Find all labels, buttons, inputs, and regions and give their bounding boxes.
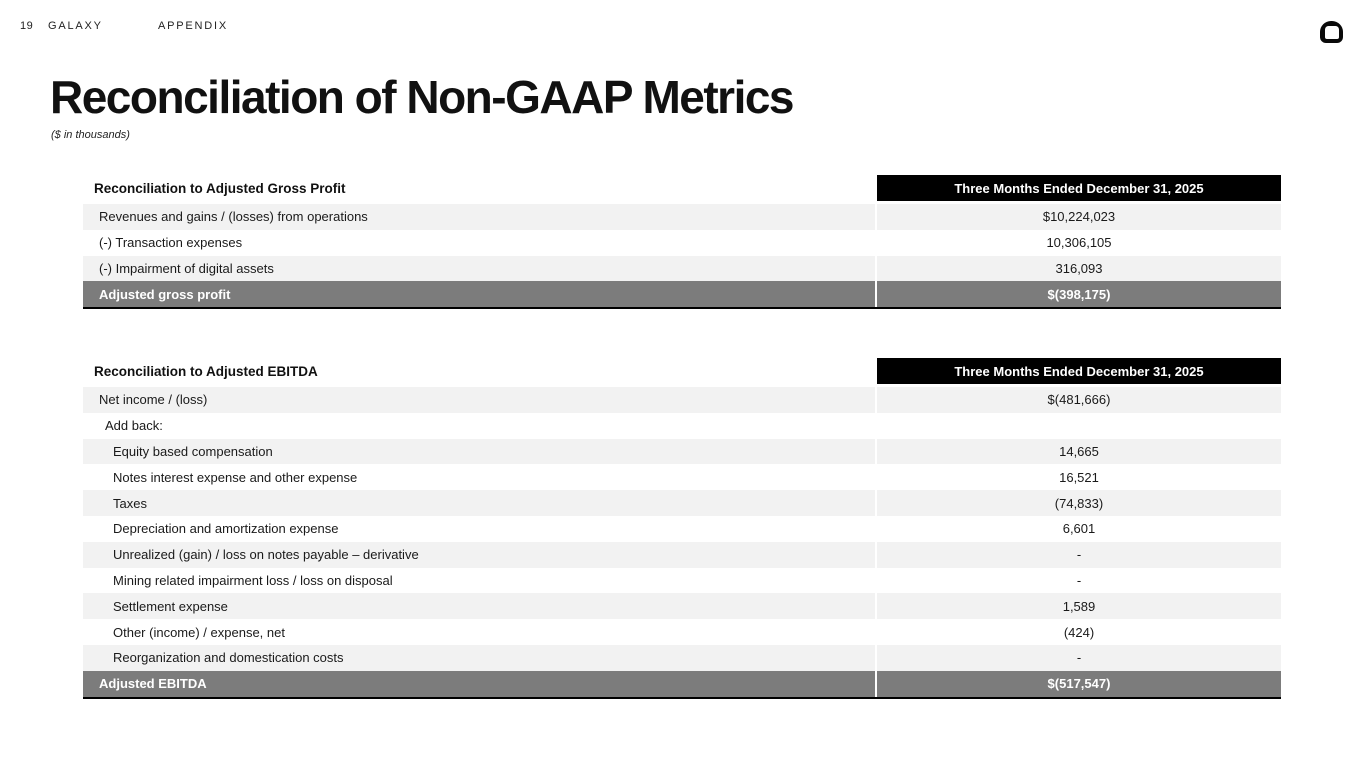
column-header: Three Months Ended December 31, 2025 [877,175,1281,201]
table-row: Settlement expense 1,589 [83,593,1281,620]
table-row: Mining related impairment loss / loss on… [83,567,1281,594]
table-row: Reorganization and domestication costs - [83,644,1281,671]
row-value: - [877,567,1281,594]
table-title: Reconciliation to Adjusted EBITDA [94,363,318,379]
table-total-row: Adjusted gross profit $(398,175) [83,281,1281,310]
row-value: - [877,644,1281,671]
row-label: Mining related impairment loss / loss on… [83,567,875,594]
row-label: Taxes [83,490,875,516]
row-label: Depreciation and amortization expense [83,515,875,542]
table-row: Revenues and gains / (losses) from opera… [83,204,1281,230]
table-total-row: Adjusted EBITDA $(517,547) [83,670,1281,699]
table-row: (-) Impairment of digital assets 316,093 [83,255,1281,282]
total-value: $(398,175) [877,281,1281,308]
page-title: Reconciliation of Non-GAAP Metrics [50,71,795,123]
row-value: (424) [877,619,1281,645]
table-row: Add back: [83,412,1281,439]
galaxy-logo-icon [1320,21,1343,43]
table-header-row: Reconciliation to Adjusted EBITDA Three … [83,358,1281,384]
table-row: Net income / (loss) $(481,666) [83,387,1281,413]
row-value: 16,521 [877,464,1281,491]
row-label: (-) Transaction expenses [83,229,875,256]
row-label: Reorganization and domestication costs [83,644,875,671]
row-label: Net income / (loss) [83,387,875,413]
row-value: $(481,666) [877,387,1281,413]
row-value: 316,093 [877,255,1281,282]
row-label: Add back: [83,412,875,439]
row-value: 6,601 [877,515,1281,542]
table-header-row: Reconciliation to Adjusted Gross Profit … [83,175,1281,201]
total-value: $(517,547) [877,670,1281,697]
row-label: Unrealized (gain) / loss on notes payabl… [83,541,875,568]
row-label: Equity based compensation [83,438,875,465]
row-value: - [877,541,1281,568]
total-label: Adjusted EBITDA [83,670,875,697]
table-title: Reconciliation to Adjusted Gross Profit [94,180,346,196]
row-label: Notes interest expense and other expense [83,464,875,491]
slide-number: 19 [20,20,34,32]
table-adjusted-ebitda: Reconciliation to Adjusted EBITDA Three … [83,358,1281,699]
galaxy-logo-inner [1324,25,1339,39]
row-value: (74,833) [877,490,1281,516]
row-value: 10,306,105 [877,229,1281,256]
column-header: Three Months Ended December 31, 2025 [877,358,1281,384]
brand-wordmark: GALAXY [48,20,103,32]
row-label: Settlement expense [83,593,875,620]
table-row: (-) Transaction expenses 10,306,105 [83,229,1281,256]
row-value: $10,224,023 [877,204,1281,230]
row-value: 1,589 [877,593,1281,620]
table-row: Depreciation and amortization expense 6,6… [83,515,1281,542]
row-label: Revenues and gains / (losses) from opera… [83,204,875,230]
table-row: Equity based compensation 14,665 [83,438,1281,465]
table-row: Taxes (74,833) [83,490,1281,516]
table-adjusted-gross-profit: Reconciliation to Adjusted Gross Profit … [83,175,1281,310]
table-body: Net income / (loss) $(481,666) Add back: Eq… [83,387,1281,671]
row-value [877,412,1281,439]
row-label: Other (income) / expense, net [83,619,875,645]
table-body: Revenues and gains / (losses) from opera… [83,204,1281,282]
table-row: Unrealized (gain) / loss on notes payabl… [83,541,1281,568]
table-row: Notes interest expense and other expense… [83,464,1281,491]
section-label: APPENDIX [158,20,229,32]
table-row: Other (income) / expense, net (424) [83,619,1281,645]
row-label: (-) Impairment of digital assets [83,255,875,282]
row-value: 14,665 [877,438,1281,465]
units-note: ($ in thousands) [51,129,130,141]
total-label: Adjusted gross profit [83,281,875,308]
